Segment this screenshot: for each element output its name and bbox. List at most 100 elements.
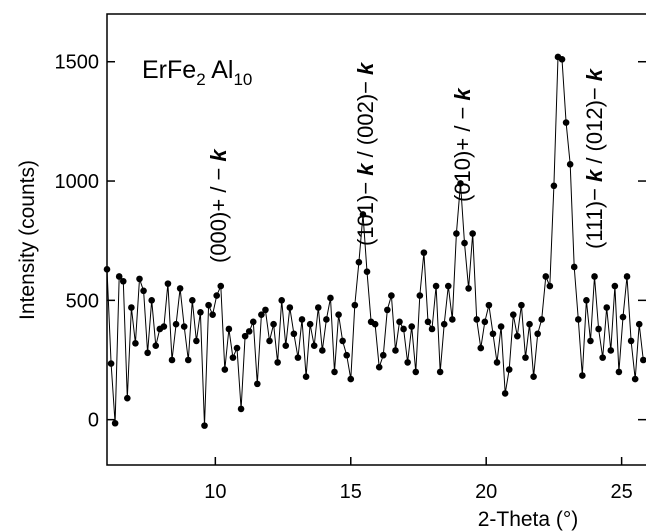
data-point xyxy=(286,304,294,311)
data-point xyxy=(331,368,338,376)
data-point xyxy=(213,292,220,299)
data-point xyxy=(639,356,646,364)
data-point xyxy=(363,268,371,276)
data-point xyxy=(339,337,346,345)
data-point xyxy=(615,368,623,376)
annotation-text: / (012)− xyxy=(582,87,607,170)
data-point xyxy=(599,354,606,361)
data-point xyxy=(518,301,525,309)
data-point xyxy=(400,325,407,333)
data-point xyxy=(396,318,403,326)
data-point xyxy=(392,347,399,354)
formula-subscript: 10 xyxy=(233,70,252,89)
data-point xyxy=(314,304,322,311)
y-tick-label: 500 xyxy=(66,290,99,312)
data-point xyxy=(440,320,448,328)
annotation-text: (010)+ / − xyxy=(450,107,475,202)
data-point xyxy=(489,330,497,338)
data-point xyxy=(436,368,444,376)
data-point xyxy=(124,394,131,402)
data-point xyxy=(570,263,578,271)
plot-frame xyxy=(106,13,646,466)
data-point xyxy=(457,180,464,187)
data-point xyxy=(128,304,135,311)
peak-annotation: (101)−k / (002)−k xyxy=(353,61,378,246)
data-point xyxy=(274,359,281,366)
data-point xyxy=(526,320,533,328)
data-point xyxy=(562,119,570,126)
data-point xyxy=(184,356,192,364)
x-tick-label: 20 xyxy=(475,481,497,503)
data-point xyxy=(509,311,517,318)
data-point xyxy=(306,320,314,328)
data-point xyxy=(408,323,416,330)
data-point xyxy=(550,182,558,190)
data-point xyxy=(278,297,286,304)
data-point xyxy=(465,285,472,292)
data-point xyxy=(574,316,582,323)
data-point xyxy=(388,292,395,299)
annotation-k: k xyxy=(353,162,378,176)
data-point xyxy=(469,230,476,237)
annotation-k: k xyxy=(582,168,607,182)
data-point xyxy=(384,306,391,314)
data-point xyxy=(249,318,257,326)
data-point xyxy=(432,282,440,290)
data-point xyxy=(359,211,367,218)
data-point xyxy=(290,330,298,338)
data-point xyxy=(546,282,554,290)
data-point xyxy=(168,356,176,364)
data-point xyxy=(229,354,237,361)
data-point xyxy=(623,273,631,280)
data-point xyxy=(245,328,253,335)
data-point xyxy=(497,323,505,330)
data-point xyxy=(603,304,611,311)
data-point xyxy=(587,337,594,345)
data-point xyxy=(607,347,615,354)
y-tick-label: 1000 xyxy=(55,171,100,193)
data-point xyxy=(343,351,351,359)
data-point xyxy=(144,349,151,357)
annotation-text: / (002)− xyxy=(353,81,378,164)
data-point xyxy=(404,359,411,366)
data-point xyxy=(294,354,302,361)
data-point xyxy=(233,344,241,352)
annotation-k: k xyxy=(450,87,475,101)
annotation-k: k xyxy=(353,61,378,75)
data-point xyxy=(266,337,273,345)
data-point xyxy=(298,316,306,323)
data-point xyxy=(351,301,359,309)
formula-text: Al xyxy=(206,56,234,84)
x-tick-label: 25 xyxy=(610,481,632,503)
data-point xyxy=(579,372,586,379)
data-point xyxy=(375,363,383,371)
data-point xyxy=(136,275,143,283)
data-point xyxy=(221,366,229,373)
data-point xyxy=(164,280,172,287)
data-point xyxy=(530,373,537,381)
data-point xyxy=(538,316,546,323)
data-point xyxy=(412,368,420,376)
data-point xyxy=(635,320,643,328)
data-point xyxy=(217,282,225,290)
y-tick-label: 1500 xyxy=(55,52,100,74)
data-point xyxy=(420,249,428,256)
data-point xyxy=(566,161,574,168)
data-point xyxy=(371,320,379,328)
data-point xyxy=(534,330,541,338)
data-point xyxy=(583,297,590,304)
data-point xyxy=(254,380,261,388)
data-point xyxy=(201,422,208,429)
data-point xyxy=(197,308,204,316)
data-point xyxy=(258,311,265,318)
data-point xyxy=(319,347,326,354)
data-point xyxy=(542,273,550,280)
data-point xyxy=(522,354,529,361)
data-point xyxy=(132,340,139,347)
data-point xyxy=(119,277,127,285)
data-point xyxy=(631,375,639,383)
annotation-k: k xyxy=(206,148,231,162)
data-point xyxy=(323,316,330,323)
data-point xyxy=(176,285,184,292)
formula-subscript: 2 xyxy=(196,70,205,89)
